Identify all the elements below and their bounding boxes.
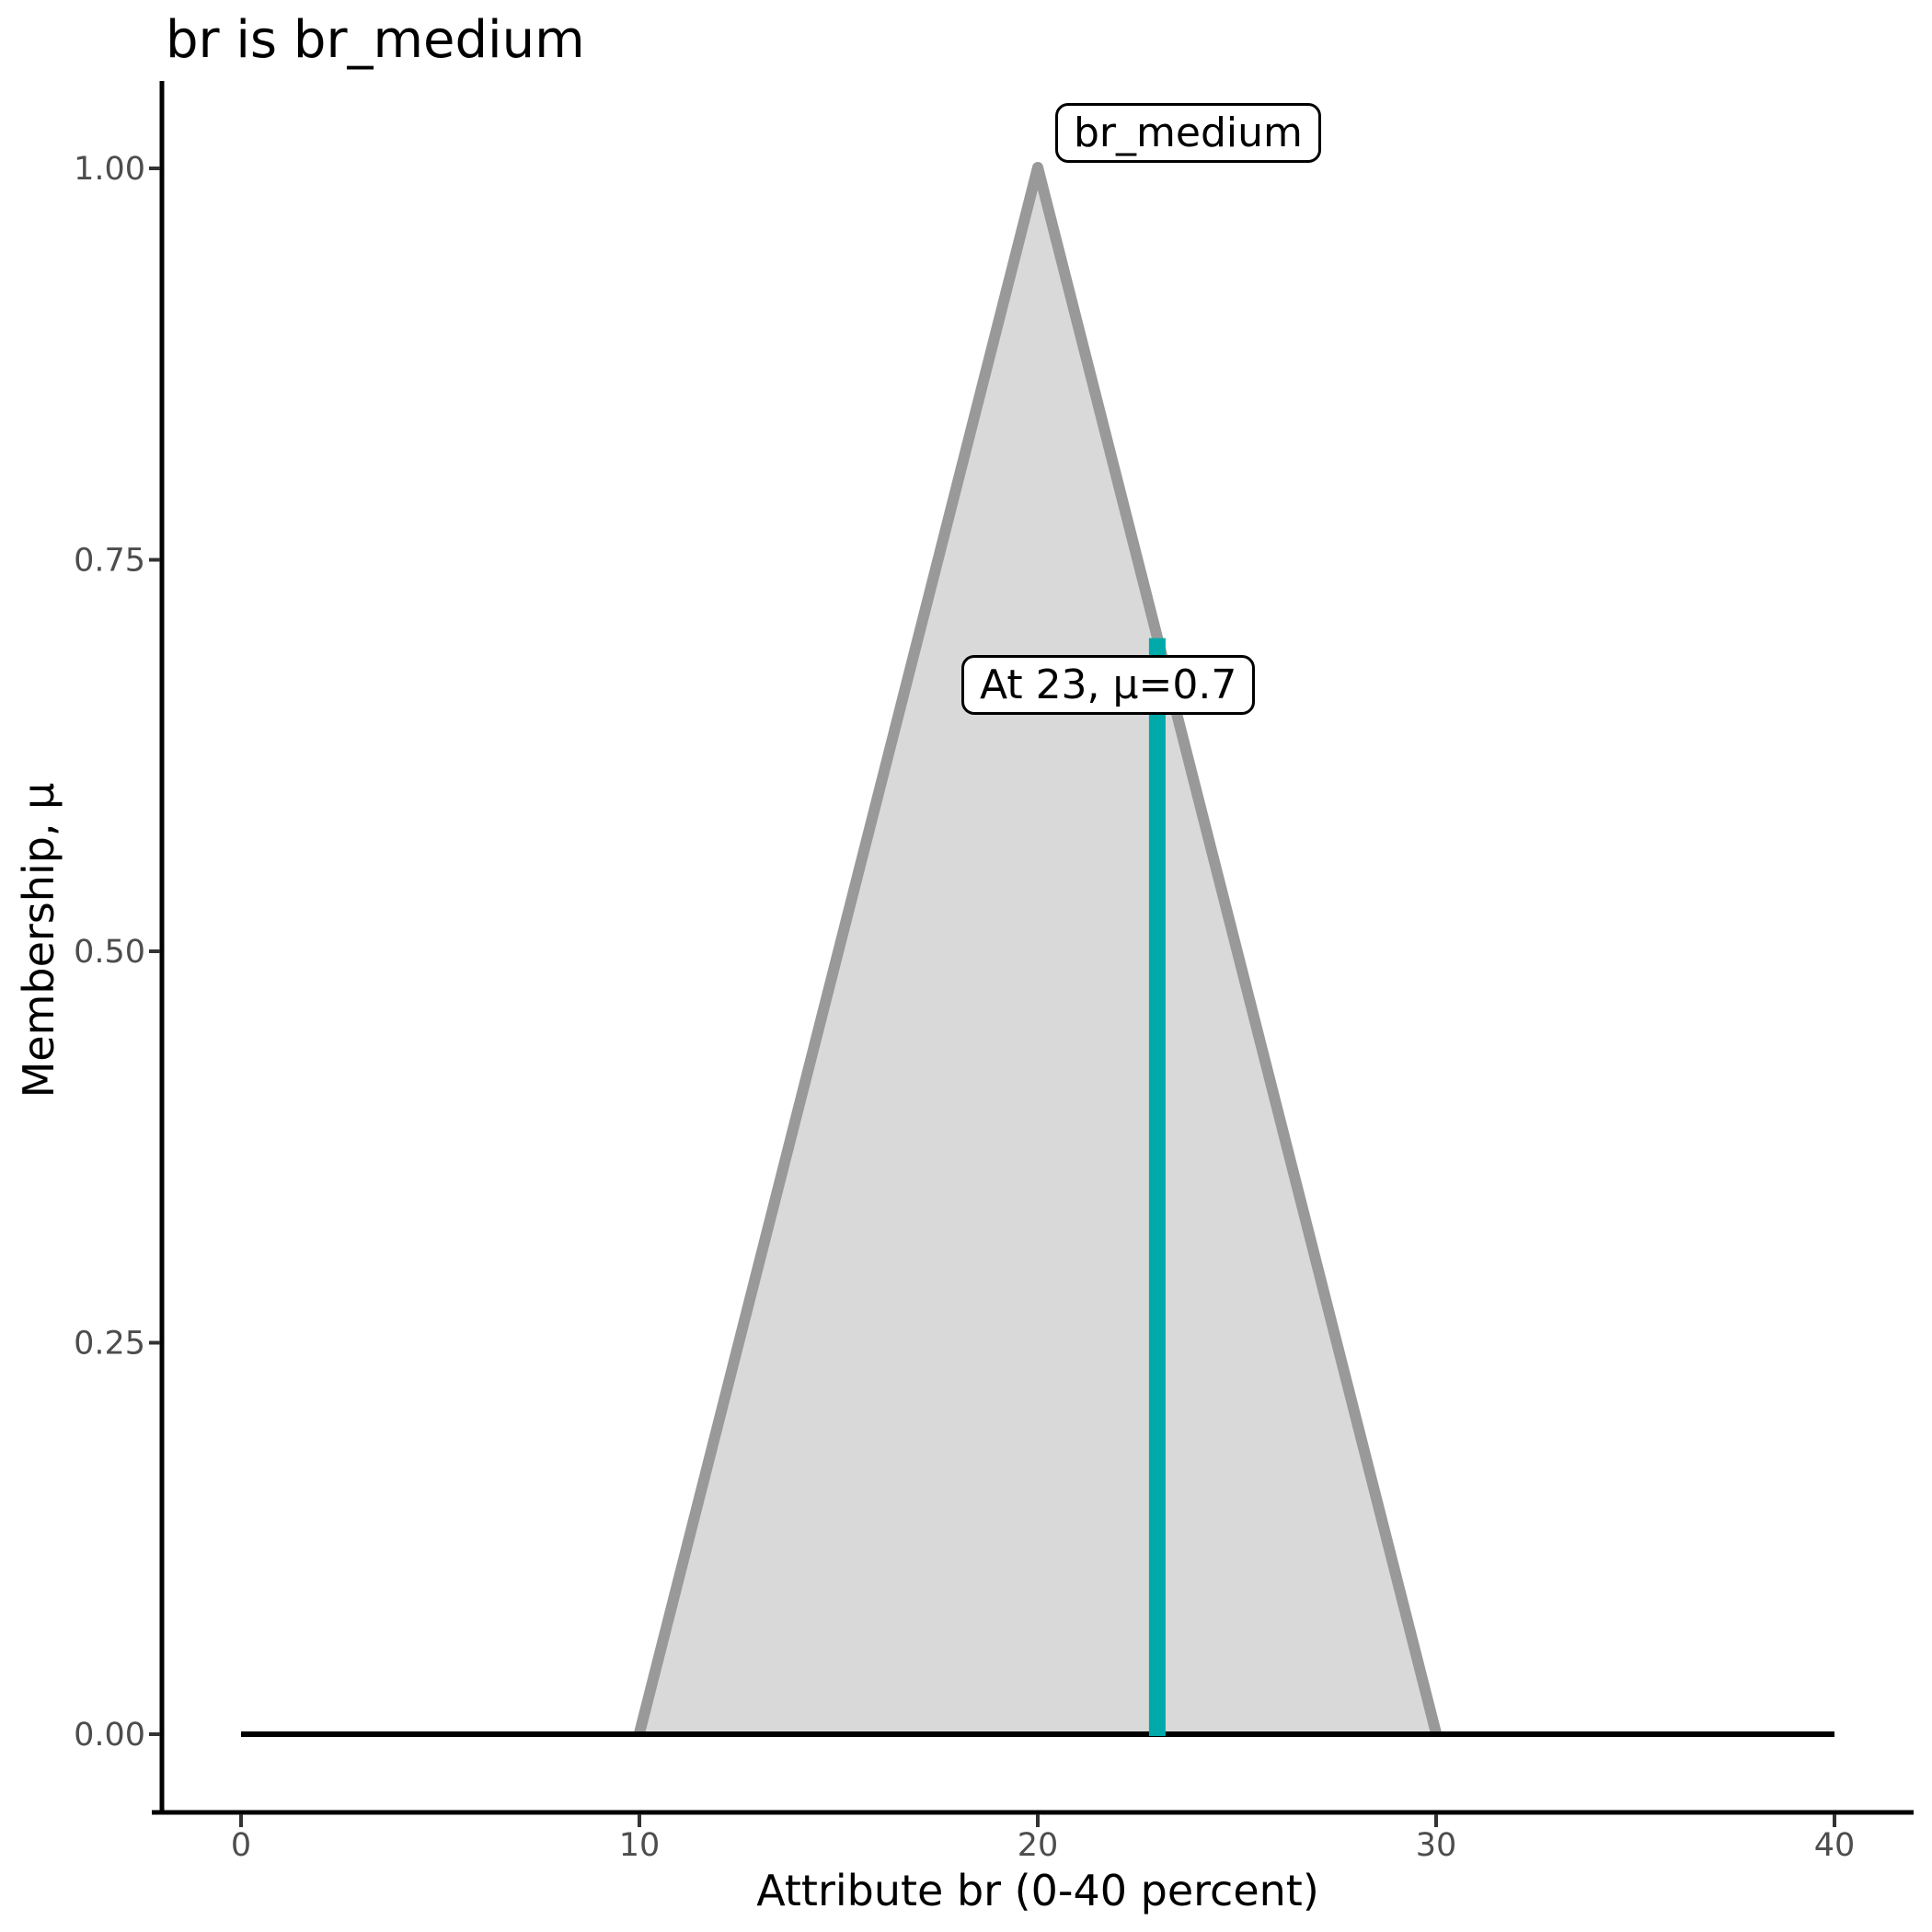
y-tick-label: 0.00	[74, 1717, 145, 1754]
annotation-input-label: At 23, μ=0.7	[961, 655, 1256, 715]
x-tick-label: 40	[1814, 1827, 1856, 1864]
membership-outline	[634, 162, 1442, 1735]
x-tick-label: 10	[619, 1827, 661, 1864]
x-tick-label: 20	[1018, 1827, 1059, 1864]
y-axis-title: Membership, μ	[14, 782, 63, 1098]
plot-title: br is br_medium	[166, 10, 585, 70]
x-axis-title: Attribute br (0-40 percent)	[756, 1866, 1319, 1915]
x-tick-label: 30	[1416, 1827, 1457, 1864]
annotation-set-label: br_medium	[1055, 103, 1321, 163]
y-tick-label: 0.25	[74, 1326, 145, 1363]
x-tick-label: 0	[231, 1827, 251, 1864]
membership-area	[639, 168, 1436, 1734]
y-tick-label: 1.00	[74, 151, 145, 188]
y-tick-label: 0.50	[74, 934, 145, 971]
y-tick-label: 0.75	[74, 543, 145, 580]
